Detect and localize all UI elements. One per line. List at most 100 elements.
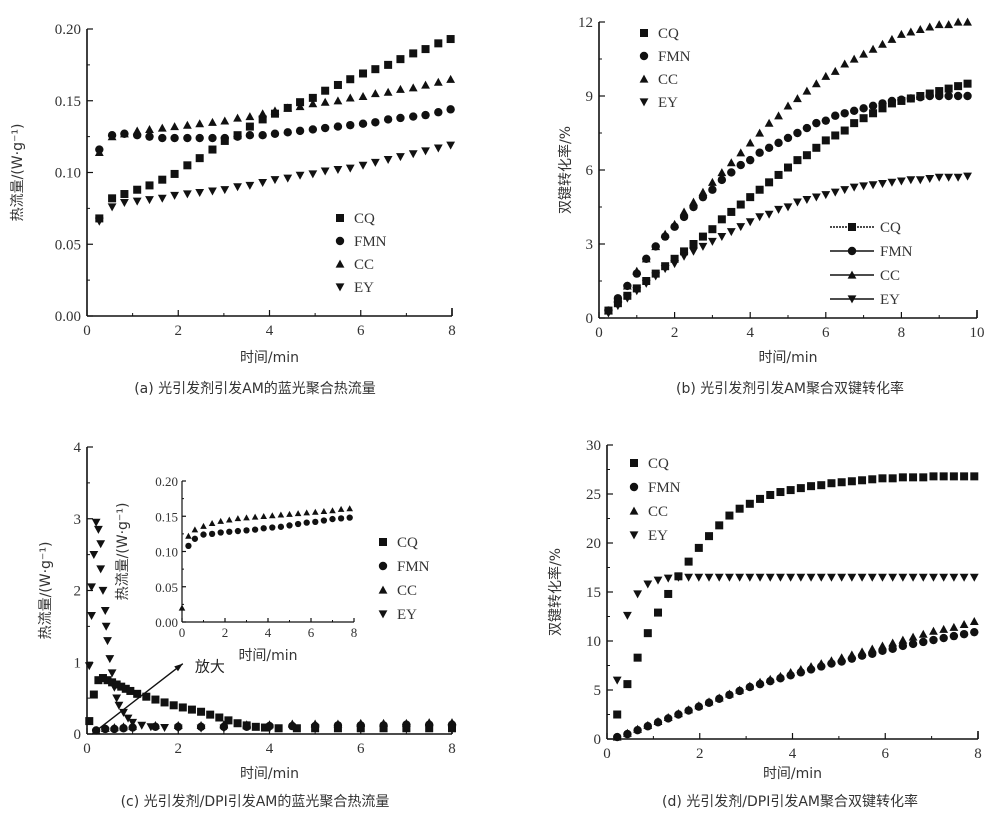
chart-b-point-fmn bbox=[868, 101, 878, 111]
chart-b-y-tick-label: 9 bbox=[586, 89, 594, 105]
chart-d-point-cq bbox=[888, 474, 897, 483]
chart-b-point-ey bbox=[859, 182, 868, 191]
chart-b-point-ey bbox=[689, 247, 698, 256]
chart-c-point-cc bbox=[447, 718, 457, 727]
chart-b-point-ey bbox=[793, 198, 802, 207]
chart-c-legend-label: CC bbox=[397, 583, 417, 599]
chart-a-point-ey bbox=[245, 181, 255, 190]
chart-a-point-ey bbox=[421, 147, 430, 156]
chart-b-point-fmn bbox=[897, 95, 906, 104]
chart-c-point-ey bbox=[107, 669, 117, 678]
chart-c-point-cc bbox=[119, 722, 128, 731]
chart-c-point-ey bbox=[103, 637, 112, 646]
chart-b-point-cq bbox=[831, 131, 840, 140]
chart-b-point-fmn bbox=[944, 91, 953, 101]
chart-b-x-tick-label: 2 bbox=[671, 325, 679, 341]
chart-a-point-ey bbox=[182, 190, 192, 199]
chart-d-x-tick-label: 0 bbox=[603, 746, 611, 762]
chart-d-point-cq bbox=[796, 484, 805, 493]
chart-d-point-cc bbox=[827, 656, 836, 665]
chart-c-inset-point-cc bbox=[185, 532, 192, 539]
chart-d-point-cc bbox=[806, 662, 816, 671]
chart-d-point-ey bbox=[684, 573, 694, 582]
chart-a-point-cq bbox=[396, 55, 405, 64]
panel-b: 0 2 4 6 8 10 0 3 6 9 12 时间/min 双键转化率/% CQ FMN CC EY CQ FMN… bbox=[557, 15, 985, 397]
chart-d-point-cc bbox=[969, 617, 979, 625]
chart-c-inset-point-cc bbox=[217, 517, 224, 524]
chart-c-inset-point-fmn bbox=[277, 523, 285, 530]
chart-d-point-cq bbox=[623, 680, 632, 689]
chart-d-point-cc bbox=[837, 653, 847, 662]
chart-b-point-ey bbox=[632, 287, 642, 296]
chart-d-point-ey bbox=[857, 573, 867, 582]
chart-d-point-ey bbox=[725, 573, 734, 582]
chart-c-inset-point-cc bbox=[226, 516, 233, 523]
chart-b-legend-item-ey: EY bbox=[639, 95, 678, 111]
chart-d-point-cq bbox=[786, 486, 795, 495]
chart-a-point-fmn bbox=[158, 133, 167, 143]
chart-b-lower-legend-label: EY bbox=[880, 292, 900, 308]
chart-c-series-fmn bbox=[91, 720, 457, 735]
chart-d-point-ey bbox=[755, 573, 765, 582]
chart-b-point-ey bbox=[774, 205, 783, 214]
chart-a-y-tick-label: 0.05 bbox=[55, 237, 81, 253]
chart-b-x-axis-label: 时间/min bbox=[758, 350, 817, 366]
chart-c-point-cq bbox=[251, 722, 260, 731]
chart-b-series-cc bbox=[604, 17, 972, 315]
chart-a-point-ey bbox=[145, 196, 154, 205]
chart-b-point-ey bbox=[830, 188, 840, 197]
chart-a-point-fmn bbox=[270, 129, 280, 138]
chart-b-point-cc bbox=[887, 34, 897, 43]
chart-a-legend-item-ey: EY bbox=[335, 280, 374, 296]
chart-a-point-ey bbox=[120, 199, 129, 208]
chart-d-point-cq bbox=[643, 629, 652, 638]
chart-b-point-cc bbox=[821, 71, 831, 80]
chart-b-point-cc bbox=[878, 39, 887, 48]
chart-c-legend-label: CQ bbox=[397, 535, 418, 551]
chart-d-point-ey bbox=[745, 573, 755, 582]
chart-c-y-axis-label: 热流量/(W·g⁻¹) bbox=[38, 542, 54, 640]
chart-a-point-cc bbox=[195, 119, 205, 128]
chart-c-inset-point-fmn bbox=[303, 519, 310, 526]
chart-a-point-fmn bbox=[409, 112, 418, 121]
chart-a-point-fmn bbox=[308, 125, 318, 134]
chart-c-point-cc bbox=[109, 723, 119, 732]
chart-a-point-ey bbox=[358, 161, 368, 170]
chart-a-point-fmn bbox=[283, 128, 292, 137]
chart-c-point-ey bbox=[173, 724, 183, 733]
chart-a-point-cc bbox=[182, 120, 192, 129]
chart-c-inset-point-fmn bbox=[286, 522, 293, 529]
chart-c-point-ey bbox=[100, 606, 110, 615]
chart-d-point-ey bbox=[776, 573, 785, 582]
chart-c-point-cq bbox=[98, 674, 107, 683]
chart-d-point-cq bbox=[756, 494, 765, 503]
chart-a-legend-label: FMN bbox=[354, 234, 387, 250]
chart-b-point-cc bbox=[670, 219, 679, 228]
chart-a-legend-marker-cq bbox=[336, 214, 344, 222]
chart-d-series-cc bbox=[612, 617, 979, 741]
chart-d-point-ey bbox=[969, 573, 979, 582]
chart-c-point-ey bbox=[96, 565, 106, 574]
chart-c-inset-point-fmn bbox=[226, 528, 233, 535]
chart-b-point-cq bbox=[802, 151, 811, 160]
chart-c-point-ey bbox=[160, 723, 169, 732]
chart-d-point-ey bbox=[908, 573, 918, 582]
chart-c-point-ey bbox=[112, 694, 122, 703]
chart-b-point-ey bbox=[641, 279, 651, 288]
chart-c-x-tick-label: 6 bbox=[357, 741, 365, 757]
chart-d-point-cc bbox=[684, 705, 694, 714]
chart-b-legend-marker-cq bbox=[640, 29, 648, 37]
chart-c-point-cc bbox=[242, 720, 252, 729]
chart-a-point-ey bbox=[208, 187, 217, 196]
chart-b-point-cc bbox=[840, 59, 850, 68]
chart-c-point-ey bbox=[105, 655, 115, 664]
chart-c-point-cq bbox=[151, 695, 160, 704]
chart-b-point-ey bbox=[915, 176, 925, 185]
chart-a-point-ey bbox=[283, 174, 293, 183]
chart-c-inset-point-cc bbox=[286, 510, 293, 517]
chart-b-point-fmn bbox=[916, 93, 925, 102]
chart-d-series-cq bbox=[613, 472, 979, 719]
chart-c-inset-x-tick-label: 4 bbox=[265, 625, 272, 640]
chart-b-point-cq bbox=[954, 82, 963, 91]
chart-a-y-tick-label: 0.15 bbox=[55, 94, 81, 110]
